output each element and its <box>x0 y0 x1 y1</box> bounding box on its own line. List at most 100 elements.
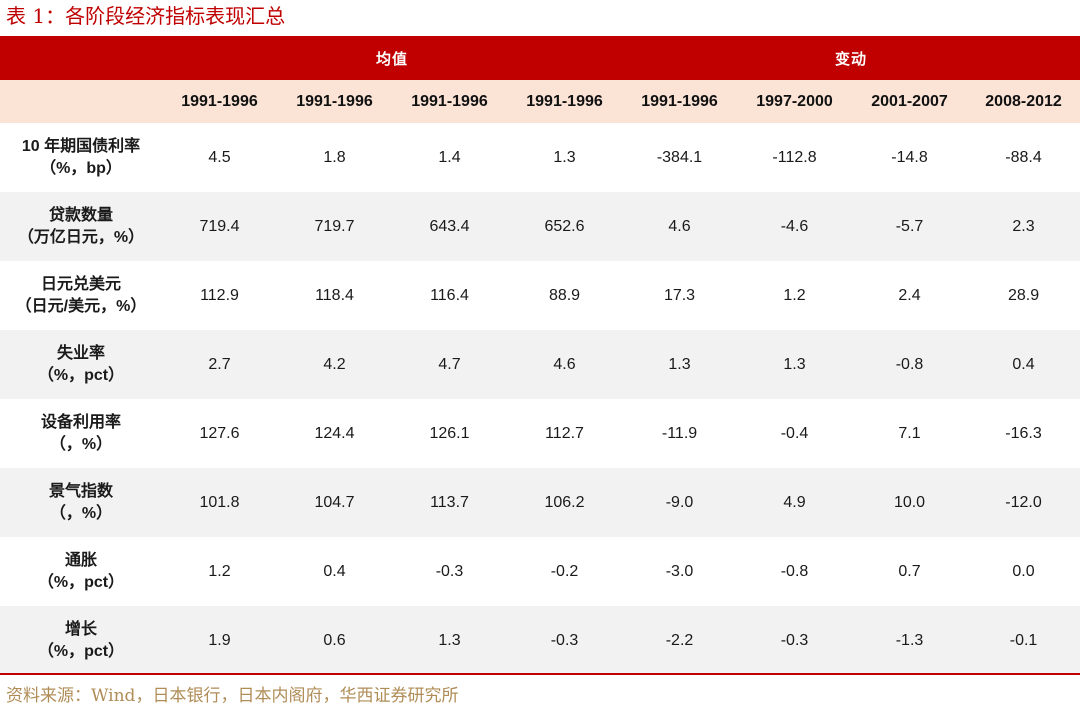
table-row: 通胀 （%，pct） 1.2 0.4 -0.3 -0.2 -3.0 -0.8 0.7 0.0 <box>0 537 1080 606</box>
table-cell: 4.9 <box>737 468 853 537</box>
table-cell: 719.7 <box>277 192 392 261</box>
table-row: 增长 （%，pct） 1.9 0.6 1.3 -0.3 -2.2 -0.3 -1.3 -0.1 <box>0 606 1080 675</box>
table-cell: -14.8 <box>891 148 928 166</box>
indicator-name: 增长 <box>64 620 97 638</box>
indicator-name: 10 年期国债利率 <box>21 137 141 155</box>
table-cell: 0.4 <box>323 562 346 580</box>
table-cell: -0.2 <box>550 562 579 580</box>
table-cell: -9.0 <box>622 468 738 537</box>
table-cell: 4.5 <box>208 148 231 166</box>
table-cell: -0.8 <box>852 330 968 399</box>
table-cell: 118.4 <box>315 286 354 304</box>
indicator-unit: （，%） <box>49 504 113 522</box>
group-header-blank <box>0 36 162 80</box>
table-cell: 0.7 <box>898 562 921 580</box>
table-row: 10 年期国债利率 （%，bp） 4.5 1.8 1.4 1.3 -384.1 -112.8 -… <box>0 123 1080 192</box>
indicator-unit: （%，pct） <box>37 642 125 660</box>
table-title: 表 1：各阶段经济指标表现汇总 <box>6 4 286 28</box>
table-cell: 104.7 <box>277 468 392 537</box>
table-cell: -0.1 <box>967 606 1080 675</box>
table-cell: 28.9 <box>1007 286 1040 304</box>
group-header-mean: 均值 <box>162 36 623 80</box>
table-cell: -384.1 <box>656 148 703 166</box>
indicator-unit: （，%） <box>49 435 113 453</box>
indicator-unit: （%，bp） <box>40 159 122 177</box>
table-row: 日元兑美元 （日元/美元，%） 112.9 118.4 116.4 88.9 17.3 1.2… <box>0 261 1080 330</box>
indicator-name: 贷款数量 <box>48 206 113 224</box>
indicator-unit: （%，pct） <box>37 573 125 591</box>
table-cell: -0.8 <box>780 562 809 580</box>
indicator-unit: （万亿日元，%） <box>17 228 145 246</box>
table-cell: 1.3 <box>622 330 738 399</box>
indicator-unit: （%，pct） <box>37 366 125 384</box>
group-header-row: 均值 变动 <box>0 36 1080 80</box>
indicator-name: 通胀 <box>64 551 97 569</box>
bottom-rule <box>0 673 1080 675</box>
table-cell: 643.4 <box>392 192 507 261</box>
table-cell: 4.7 <box>392 330 507 399</box>
table-row: 贷款数量 （万亿日元，%） 719.4 719.7 643.4 652.6 4.6 -4.6-… <box>0 192 1080 261</box>
table-cell: -0.4 <box>780 424 809 442</box>
row-header: 贷款数量 （万亿日元，%） <box>0 192 162 261</box>
table-cell: 4.6 <box>507 330 623 399</box>
table-cell: 2.4 <box>898 286 921 304</box>
period-header: 1991-1996 <box>622 80 738 123</box>
table-cell: 719.4 <box>162 192 277 261</box>
table-cell: 106.2 <box>507 468 623 537</box>
table-cell: 88.9 <box>548 286 581 304</box>
table-cell: -5.7 <box>852 192 968 261</box>
row-header: 日元兑美元 （日元/美元，%） <box>0 261 162 330</box>
table-cell: 1.9 <box>162 606 277 675</box>
table-cell: 17.3 <box>663 286 696 304</box>
table-cell: -0.3 <box>507 606 623 675</box>
table-cell: 1.4 <box>438 148 461 166</box>
period-header: 2001-2007 <box>852 80 968 123</box>
row-header: 增长 （%，pct） <box>0 606 162 675</box>
table-cell: 10.0 <box>852 468 968 537</box>
table-cell: 0.6 <box>277 606 392 675</box>
period-header-row: 1991-1996 1991-1996 1991-1996 1991-1996 … <box>0 80 1080 123</box>
table-cell: 126.1 <box>429 424 470 442</box>
period-header: 1991-1996 <box>162 80 277 123</box>
table-cell: 0.0 <box>1012 562 1035 580</box>
table-cell: -2.2 <box>622 606 738 675</box>
period-header: 1997-2000 <box>737 80 853 123</box>
table-cell: 1.3 <box>553 148 576 166</box>
row-header: 景气指数 （，%） <box>0 468 162 537</box>
table-cell: 1.3 <box>392 606 507 675</box>
period-header: 1991-1996 <box>507 80 623 123</box>
period-header-blank <box>0 80 162 123</box>
row-header: 设备利用率 （，%） <box>0 399 162 468</box>
table-cell: 112.7 <box>545 424 584 442</box>
table-cell: -11.9 <box>661 424 698 442</box>
table-cell: 7.1 <box>898 424 921 442</box>
source-note: 资料来源：Wind，日本银行，日本内阁府，华西证券研究所 <box>6 686 459 706</box>
table-cell: 4.6 <box>622 192 738 261</box>
group-header-change: 变动 <box>622 36 1080 80</box>
table-cell: -16.3 <box>1005 424 1042 442</box>
table-cell: 113.7 <box>392 468 507 537</box>
table-cell: -88.4 <box>1005 148 1042 166</box>
table-cell: -0.3 <box>737 606 853 675</box>
row-header: 通胀 （%，pct） <box>0 537 162 606</box>
table-cell: 101.8 <box>162 468 277 537</box>
table-cell: -112.8 <box>772 148 817 166</box>
table-cell: 2.7 <box>162 330 277 399</box>
table-cell: 2.3 <box>967 192 1080 261</box>
table-cell: 112.9 <box>200 286 239 304</box>
table-cell: -4.6 <box>737 192 853 261</box>
indicator-name: 日元兑美元 <box>40 275 121 293</box>
table-cell: -3.0 <box>665 562 694 580</box>
row-header: 10 年期国债利率 （%，bp） <box>0 123 162 192</box>
table-cell: -0.3 <box>435 562 464 580</box>
table-cell: 116.4 <box>430 286 469 304</box>
row-header: 失业率 （%，pct） <box>0 330 162 399</box>
table-cell: 4.2 <box>277 330 392 399</box>
period-header: 1991-1996 <box>277 80 392 123</box>
table-cell: 0.4 <box>967 330 1080 399</box>
table-cell: 1.2 <box>783 286 806 304</box>
table-cell: 1.2 <box>208 562 231 580</box>
table-cell: 1.8 <box>323 148 346 166</box>
table-cell: 652.6 <box>507 192 623 261</box>
